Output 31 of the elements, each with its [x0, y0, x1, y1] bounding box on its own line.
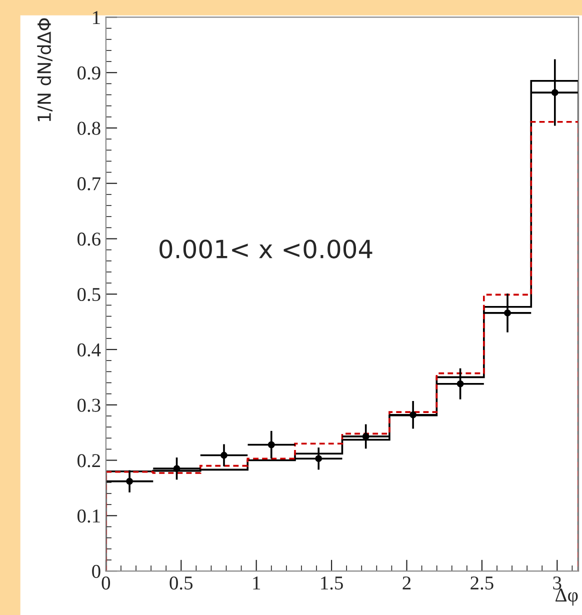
annotation: 0.001< x <0.004: [160, 240, 372, 258]
point: [173, 465, 180, 472]
x-axis-title: Δφ: [556, 588, 578, 606]
y-tick-label: 0.8: [78, 122, 100, 136]
x-tick-label: 0.5: [170, 576, 193, 590]
y-tick-label: 0.4: [78, 343, 101, 357]
y-tick-label: 0.1: [78, 509, 100, 523]
x-tick-label: 0: [102, 576, 110, 590]
y-tick-label: 0.3: [78, 398, 100, 412]
x-tick-label: 1.5: [321, 576, 343, 590]
point: [504, 309, 511, 316]
point: [126, 478, 134, 485]
point: [268, 441, 275, 448]
y-tick-label: 0: [92, 564, 100, 578]
y-tick-label: 1: [93, 11, 100, 24]
point: [362, 432, 370, 440]
y-tick-label: 0.6: [78, 232, 100, 246]
y-tick-label: 0.2: [78, 454, 100, 468]
y-tick-label: 0.7: [78, 177, 101, 190]
point: [551, 89, 558, 96]
y-tick-label: 0.5: [78, 288, 100, 302]
x-tick-label: 1: [253, 576, 260, 590]
y-axis-title: 1/N dN/dΔΦ: [37, 18, 52, 122]
point: [220, 452, 228, 459]
x-tick-label: 2: [402, 576, 411, 590]
x-tick-label: 2.5: [470, 576, 494, 590]
x-tick-label: 3: [553, 576, 562, 590]
point: [410, 411, 417, 418]
point: [315, 455, 322, 462]
point: [456, 380, 464, 388]
y-tick-label: 0.9: [78, 66, 100, 80]
